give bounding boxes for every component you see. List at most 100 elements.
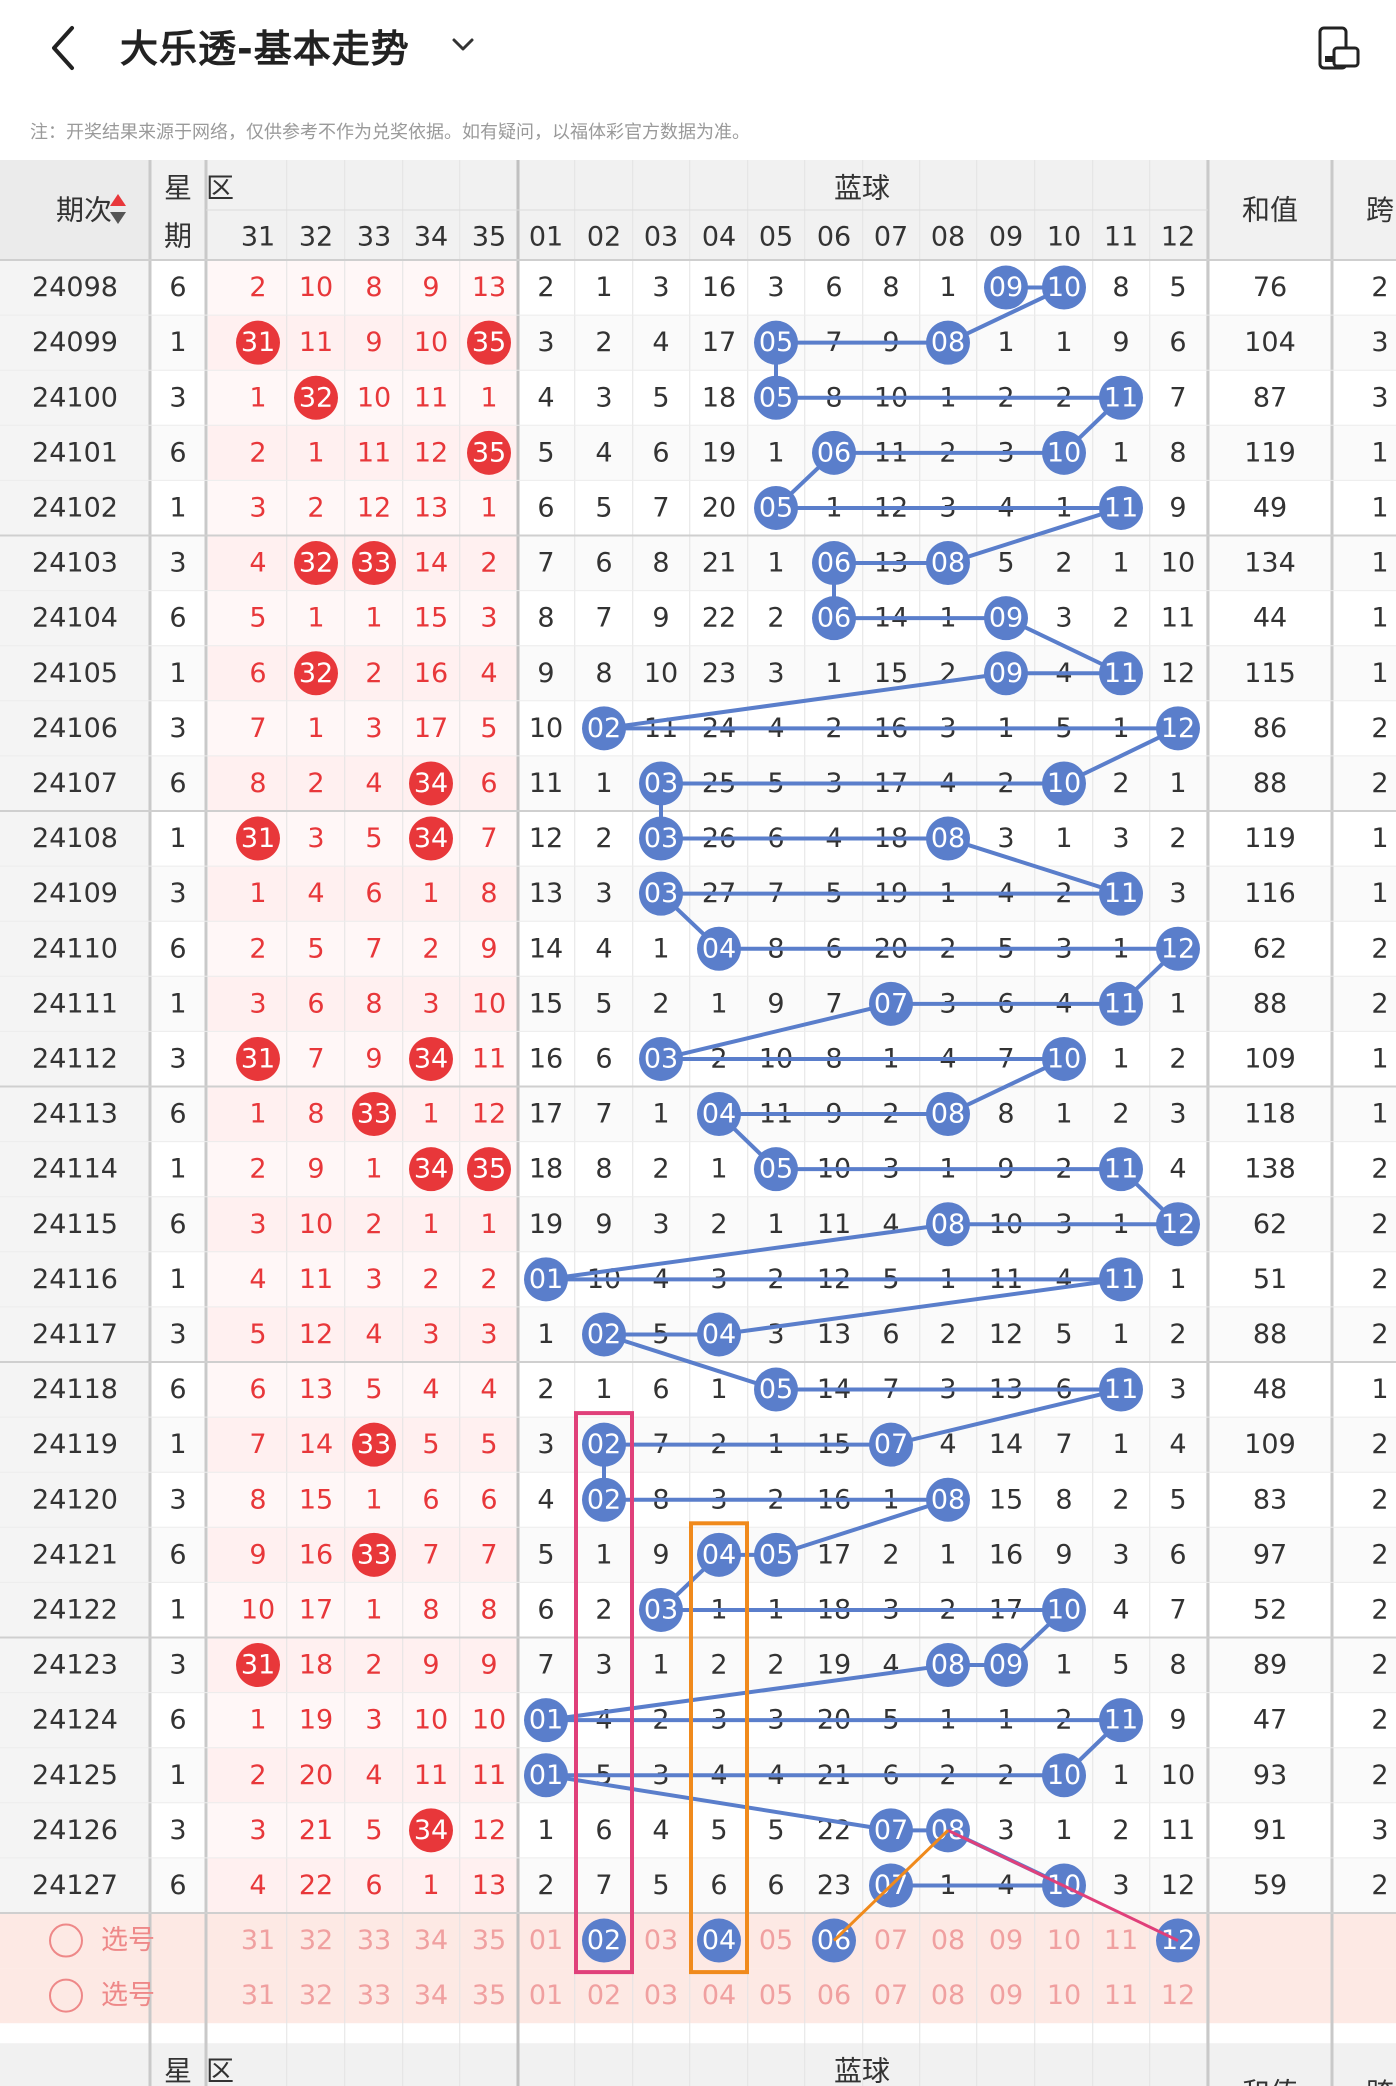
period-cell-bg — [0, 1086, 150, 1142]
trend-table[interactable]: 期次星期区蓝球 和值跨 31 32 33 34 35 01 02 03 04 05 06 07 08 09 10… — [0, 160, 1396, 2086]
front-miss-count: 9 — [365, 1043, 382, 1074]
back-miss-count: 5 — [652, 382, 669, 413]
front-zone-bg — [208, 370, 518, 426]
trend-line — [660, 1001, 892, 1061]
period-cell: 24115 — [32, 1209, 118, 1240]
back-miss-count: 2 — [1055, 548, 1072, 579]
front-miss-count: 16 — [414, 658, 448, 689]
front-ball — [409, 761, 453, 806]
span-cell: 1 — [1371, 437, 1388, 468]
front-miss-count: 6 — [480, 768, 497, 799]
page-title[interactable]: 大乐透-基本走势 — [120, 27, 410, 71]
back-ball-number: 02 — [587, 1319, 621, 1350]
back-miss-count: 7 — [595, 1099, 612, 1130]
pick-back-number: 03 — [644, 1980, 678, 2011]
period-cell-bg — [0, 1472, 150, 1528]
front-zone-bg — [208, 590, 518, 646]
front-miss-count: 1 — [249, 382, 266, 413]
front-miss-count: 4 — [480, 658, 497, 689]
period-cell-bg — [0, 425, 150, 481]
back-ball-number: 06 — [817, 548, 851, 579]
week-cell: 6 — [169, 1870, 186, 1901]
footer-sum: 和值 — [1242, 2077, 1298, 2086]
back-miss-count: 1 — [652, 1099, 669, 1130]
front-ball — [352, 1422, 396, 1467]
back-icon[interactable] — [38, 18, 98, 78]
back-ball — [926, 1643, 970, 1688]
back-miss-count: 8 — [882, 272, 899, 303]
back-miss-count: 6 — [882, 1319, 899, 1350]
front-ball — [409, 816, 453, 861]
footer-back-zone: 蓝球 — [834, 2055, 890, 2086]
front-miss-count: 2 — [307, 768, 324, 799]
period-cell-bg — [0, 1692, 150, 1748]
back-miss-count: 1 — [1112, 1760, 1129, 1791]
front-miss-count: 1 — [422, 1099, 439, 1130]
front-miss-count: 10 — [241, 1594, 275, 1625]
back-miss-count: 7 — [537, 1650, 554, 1681]
back-miss-count: 1 — [1112, 1043, 1129, 1074]
period-cell-bg — [0, 921, 150, 977]
sum-cell: 51 — [1253, 1264, 1287, 1295]
front-miss-count: 5 — [365, 1815, 382, 1846]
back-miss-count: 3 — [1112, 1870, 1129, 1901]
back-ball — [697, 1092, 741, 1137]
pick-back-number: 10 — [1047, 1980, 1081, 2011]
back-miss-count: 2 — [1112, 603, 1129, 634]
pick-radio-icon — [49, 1923, 83, 1958]
back-miss-count: 7 — [825, 988, 842, 1019]
front-miss-count: 3 — [249, 492, 266, 523]
front-miss-count: 5 — [365, 823, 382, 854]
span-cell: 2 — [1371, 1870, 1388, 1901]
front-ball-number: 33 — [357, 1099, 391, 1130]
period-cell: 24100 — [32, 382, 118, 413]
period-cell: 24111 — [32, 988, 118, 1019]
back-miss-count: 3 — [1169, 1374, 1186, 1405]
back-ball — [524, 1257, 568, 1302]
back-ball-number: 11 — [1104, 382, 1138, 413]
back-miss-count: 18 — [702, 382, 736, 413]
front-miss-count: 4 — [249, 1264, 266, 1295]
sum-cell: 104 — [1244, 327, 1296, 358]
back-miss-count: 3 — [767, 658, 784, 689]
back-miss-count: 1 — [1055, 327, 1072, 358]
back-ball-number: 09 — [989, 1650, 1023, 1681]
front-miss-count: 5 — [249, 1319, 266, 1350]
back-ball-number: 10 — [1047, 272, 1081, 303]
back-ball — [1099, 485, 1143, 530]
back-miss-count: 18 — [529, 1154, 563, 1185]
orientation-icon[interactable] — [1314, 24, 1362, 72]
front-ball-number: 33 — [357, 1429, 391, 1460]
back-ball-number: 03 — [644, 878, 678, 909]
front-miss-count: 8 — [480, 1594, 497, 1625]
span-cell: 2 — [1371, 768, 1388, 799]
highlight-box-02 — [574, 1411, 634, 1975]
period-header: 期次 — [56, 194, 112, 227]
back-miss-count: 5 — [1169, 1484, 1186, 1515]
period-cell: 24109 — [32, 878, 118, 909]
predict-line-orange — [832, 1829, 950, 1942]
back-number-header: 04 — [702, 222, 736, 253]
footer-span: 跨 — [1366, 2077, 1394, 2086]
back-ball-number: 05 — [759, 1539, 793, 1570]
back-miss-count: 23 — [817, 1870, 851, 1901]
trend-line — [545, 1773, 892, 1833]
sum-header: 和值 — [1242, 194, 1298, 227]
chevron-down-icon[interactable] — [448, 30, 478, 60]
front-miss-count: 12 — [472, 1815, 506, 1846]
front-miss-count: 11 — [299, 1264, 333, 1295]
period-cell: 24108 — [32, 823, 118, 854]
back-miss-count: 2 — [595, 1594, 612, 1625]
week-cell: 3 — [169, 878, 186, 909]
span-cell: 2 — [1371, 933, 1388, 964]
back-number-header: 08 — [931, 222, 965, 253]
back-miss-count: 1 — [710, 1154, 727, 1185]
back-ball — [1099, 651, 1143, 696]
back-ball-number: 04 — [702, 1539, 736, 1570]
period-cell: 24101 — [32, 437, 118, 468]
back-ball-number: 11 — [1104, 1374, 1138, 1405]
back-miss-count: 6 — [652, 1374, 669, 1405]
back-miss-count: 3 — [537, 1429, 554, 1460]
front-miss-count: 13 — [472, 272, 506, 303]
front-ball-number: 35 — [472, 327, 506, 358]
